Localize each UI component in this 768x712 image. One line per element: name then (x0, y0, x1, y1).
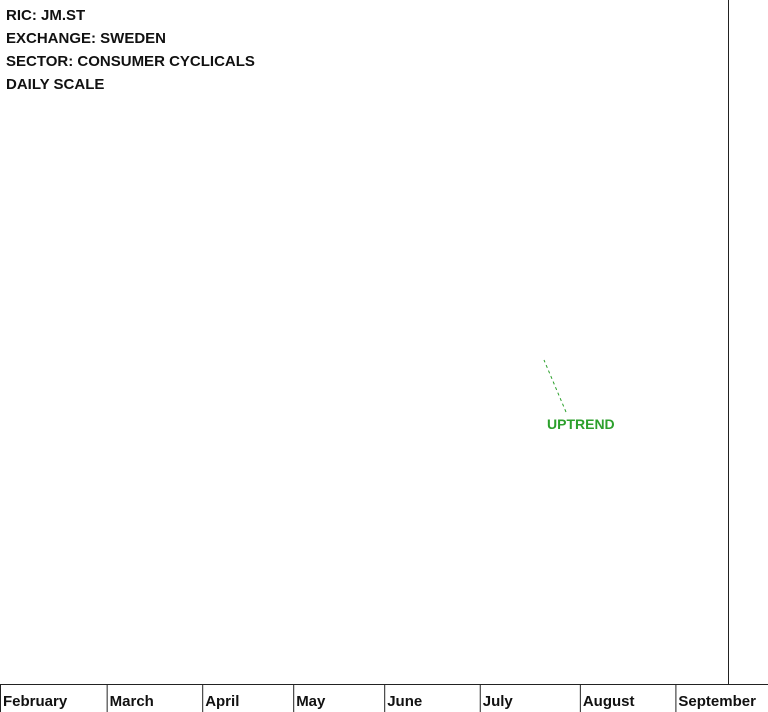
scale-label: DAILY SCALE (6, 76, 105, 93)
month-label-july: July (483, 693, 514, 710)
uptrend-pointer (543, 359, 567, 413)
price-axis-bg (728, 0, 768, 712)
sector-label: SECTOR: CONSUMER CYCLICALS (6, 53, 255, 70)
ric-label: RIC: JM.ST (6, 7, 86, 24)
exchange-label: EXCHANGE: SWEDEN (6, 30, 167, 47)
month-label-march: March (110, 693, 154, 710)
overlay-layer: 2x PRICE TARGET: 3071x PRICE TARGET: 288… (543, 359, 615, 432)
uptrend-label: UPTREND (547, 416, 615, 432)
month-label-april: April (205, 693, 239, 710)
month-label-may: May (296, 693, 326, 710)
month-label-august: August (583, 693, 635, 710)
month-label-june: June (387, 693, 422, 710)
month-label-september: September (678, 693, 756, 710)
month-label-february: February (3, 693, 68, 710)
